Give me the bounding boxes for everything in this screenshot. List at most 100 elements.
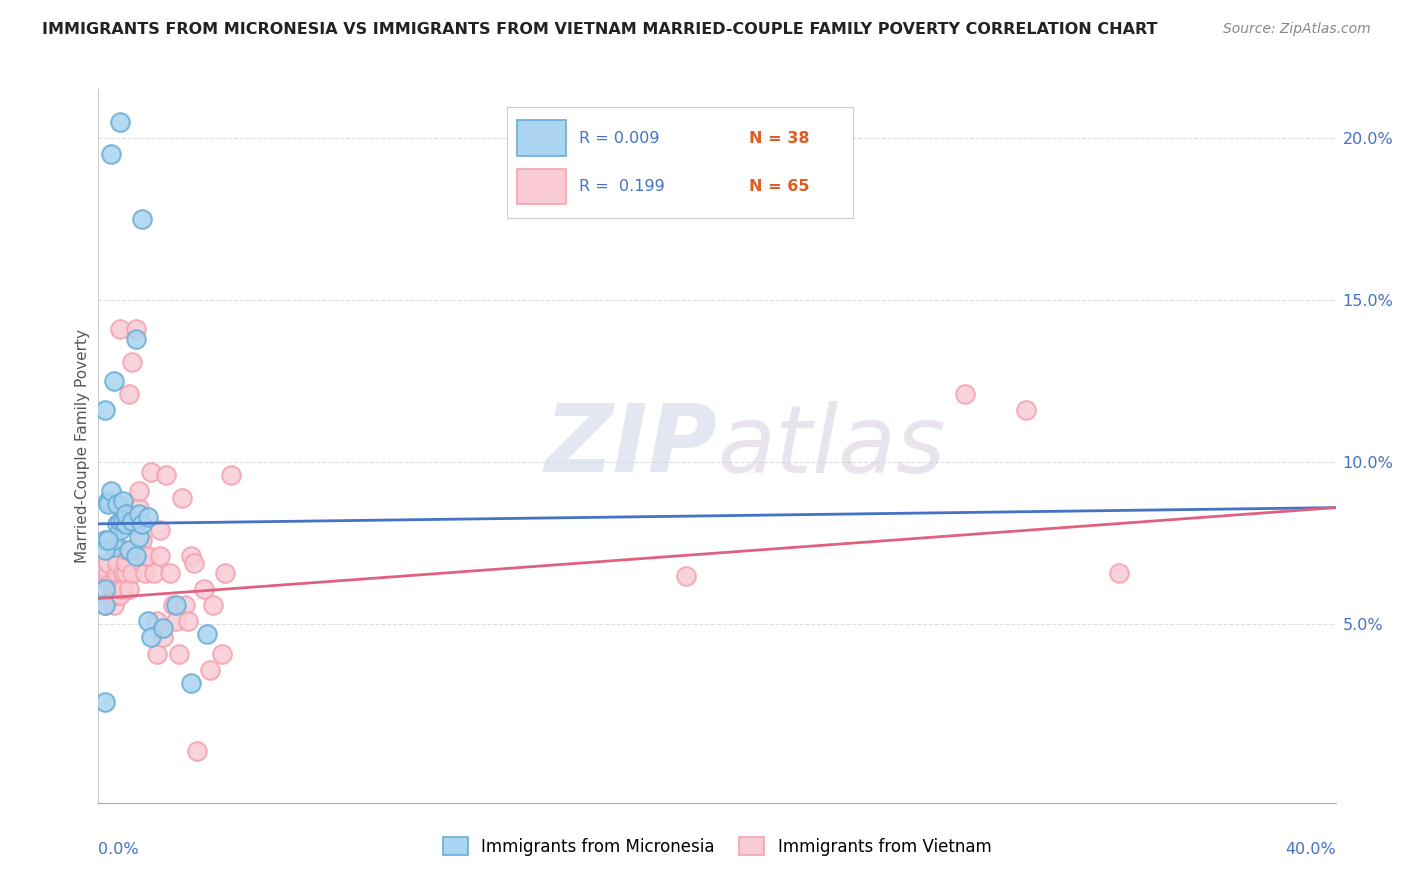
Point — [93, 695, 115, 709]
Point — [118, 387, 141, 401]
Point — [103, 533, 125, 547]
Point — [118, 582, 141, 596]
Bar — [517, 120, 565, 156]
Point — [108, 588, 131, 602]
Point — [105, 588, 128, 602]
Text: N = 38: N = 38 — [749, 130, 810, 145]
Text: 40.0%: 40.0% — [1285, 842, 1336, 857]
Point — [152, 621, 174, 635]
Bar — [517, 169, 565, 204]
Point — [100, 484, 122, 499]
Point — [155, 468, 177, 483]
Point — [112, 516, 135, 531]
Point — [128, 500, 150, 515]
Point — [152, 631, 174, 645]
Point — [112, 514, 135, 528]
Point — [105, 497, 128, 511]
Point — [1108, 566, 1130, 580]
Point — [201, 598, 224, 612]
Point — [193, 582, 215, 596]
Point — [97, 497, 120, 511]
Point — [105, 556, 128, 570]
Point — [146, 647, 169, 661]
Y-axis label: Married-Couple Family Poverty: Married-Couple Family Poverty — [75, 329, 90, 563]
Point — [128, 507, 150, 521]
Point — [100, 575, 122, 590]
Text: atlas: atlas — [717, 401, 945, 491]
Point — [93, 582, 115, 596]
Point — [97, 533, 120, 547]
Point — [115, 566, 138, 580]
Point — [198, 663, 221, 677]
Point — [143, 566, 166, 580]
Point — [174, 598, 197, 612]
Point — [124, 332, 146, 346]
Point — [1015, 403, 1038, 417]
Point — [108, 114, 131, 128]
Point — [139, 631, 162, 645]
Point — [177, 614, 200, 628]
Point — [131, 533, 153, 547]
Point — [93, 533, 115, 547]
Point — [103, 540, 125, 554]
Point — [953, 387, 976, 401]
Point — [93, 598, 115, 612]
Point — [103, 588, 125, 602]
Point — [124, 516, 146, 531]
Point — [134, 549, 156, 564]
Text: Source: ZipAtlas.com: Source: ZipAtlas.com — [1223, 22, 1371, 37]
Point — [115, 516, 138, 531]
Text: 0.0%: 0.0% — [98, 842, 139, 857]
Point — [149, 549, 172, 564]
Point — [214, 566, 236, 580]
Point — [139, 465, 162, 479]
Text: IMMIGRANTS FROM MICRONESIA VS IMMIGRANTS FROM VIETNAM MARRIED-COUPLE FAMILY POVE: IMMIGRANTS FROM MICRONESIA VS IMMIGRANTS… — [42, 22, 1157, 37]
Point — [121, 566, 143, 580]
Point — [108, 322, 131, 336]
Point — [112, 494, 135, 508]
Point — [128, 484, 150, 499]
Point — [195, 627, 218, 641]
Text: N = 65: N = 65 — [749, 179, 810, 194]
Point — [97, 494, 120, 508]
Point — [105, 516, 128, 531]
Point — [108, 524, 131, 538]
Point — [97, 556, 120, 570]
Text: ZIP: ZIP — [544, 400, 717, 492]
Point — [183, 556, 205, 570]
Point — [146, 614, 169, 628]
Point — [115, 507, 138, 521]
Point — [134, 566, 156, 580]
Point — [211, 647, 233, 661]
Point — [131, 556, 153, 570]
Point — [121, 542, 143, 557]
Point — [121, 354, 143, 368]
Point — [103, 374, 125, 388]
Point — [103, 598, 125, 612]
Point — [131, 516, 153, 531]
Point — [112, 500, 135, 515]
Text: R =  0.199: R = 0.199 — [579, 179, 665, 194]
Point — [103, 575, 125, 590]
Text: R = 0.009: R = 0.009 — [579, 130, 659, 145]
Point — [124, 322, 146, 336]
Point — [136, 510, 159, 524]
Point — [675, 568, 697, 582]
Point — [221, 468, 243, 483]
Point — [115, 556, 138, 570]
Point — [165, 598, 187, 612]
Point — [180, 549, 202, 564]
Point — [115, 542, 138, 557]
Point — [108, 514, 131, 528]
Point — [131, 211, 153, 226]
Point — [170, 491, 193, 505]
Point — [108, 582, 131, 596]
Point — [121, 514, 143, 528]
Point — [100, 588, 122, 602]
Point — [100, 147, 122, 161]
Point — [136, 549, 159, 564]
Point — [118, 542, 141, 557]
Point — [112, 582, 135, 596]
Point — [180, 675, 202, 690]
Point — [186, 744, 208, 758]
